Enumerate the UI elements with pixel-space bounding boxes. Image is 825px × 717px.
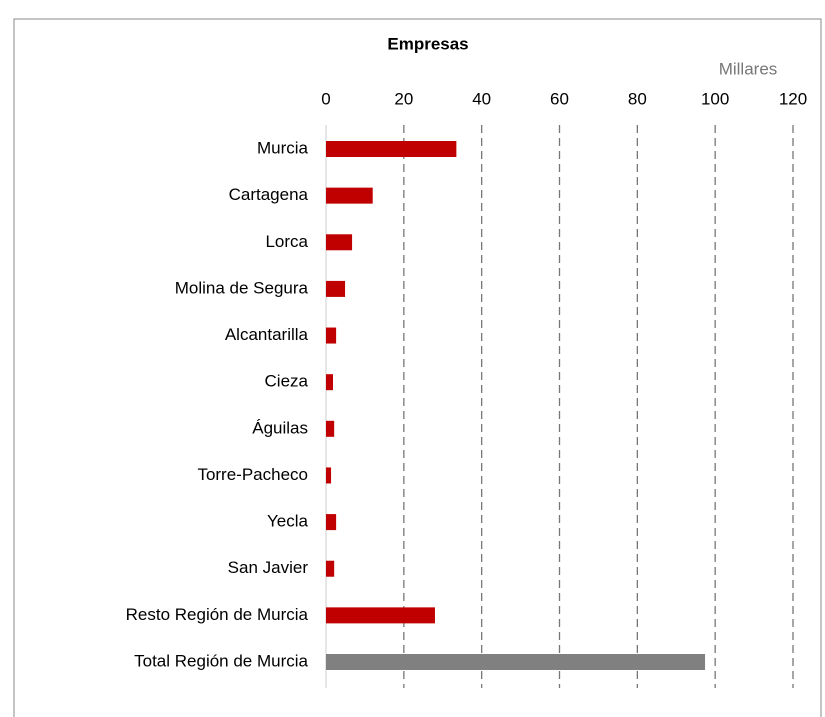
y-tick-label: Cartagena [229,185,309,204]
bar [326,607,435,624]
y-tick-label: Alcantarilla [225,325,309,344]
x-tick-label: 100 [701,89,729,108]
chart-title: Empresas [387,34,468,53]
y-tick-label: Torre-Pacheco [197,465,308,484]
bar [326,280,346,297]
bar [326,654,706,670]
bar [326,467,332,484]
bar [326,374,334,391]
y-tick-label: Lorca [265,232,308,251]
bar [326,420,335,437]
y-tick-label: Murcia [257,138,309,157]
x-tick-label: 120 [779,89,807,108]
bar [326,141,457,157]
bar [326,514,337,531]
x-tick-label: 60 [550,89,569,108]
y-tick-label: Yecla [267,512,309,531]
x-tick-label: 0 [321,89,330,108]
y-tick-label: Cieza [265,372,309,391]
y-tick-label: San Javier [228,558,309,577]
y-tick-label: Total Región de Murcia [134,651,308,670]
bar [326,327,337,344]
x-tick-label: 80 [628,89,647,108]
y-tick-label: Molina de Segura [175,278,309,297]
axis-unit-label: Millares [719,59,778,78]
x-tick-label: 40 [472,89,491,108]
bar [326,234,353,251]
bar [326,187,373,204]
x-tick-label: 20 [394,89,413,108]
bar [326,560,335,577]
y-tick-label: Resto Región de Murcia [126,605,309,624]
y-tick-label: Águilas [252,418,308,437]
chart-border [13,18,822,717]
